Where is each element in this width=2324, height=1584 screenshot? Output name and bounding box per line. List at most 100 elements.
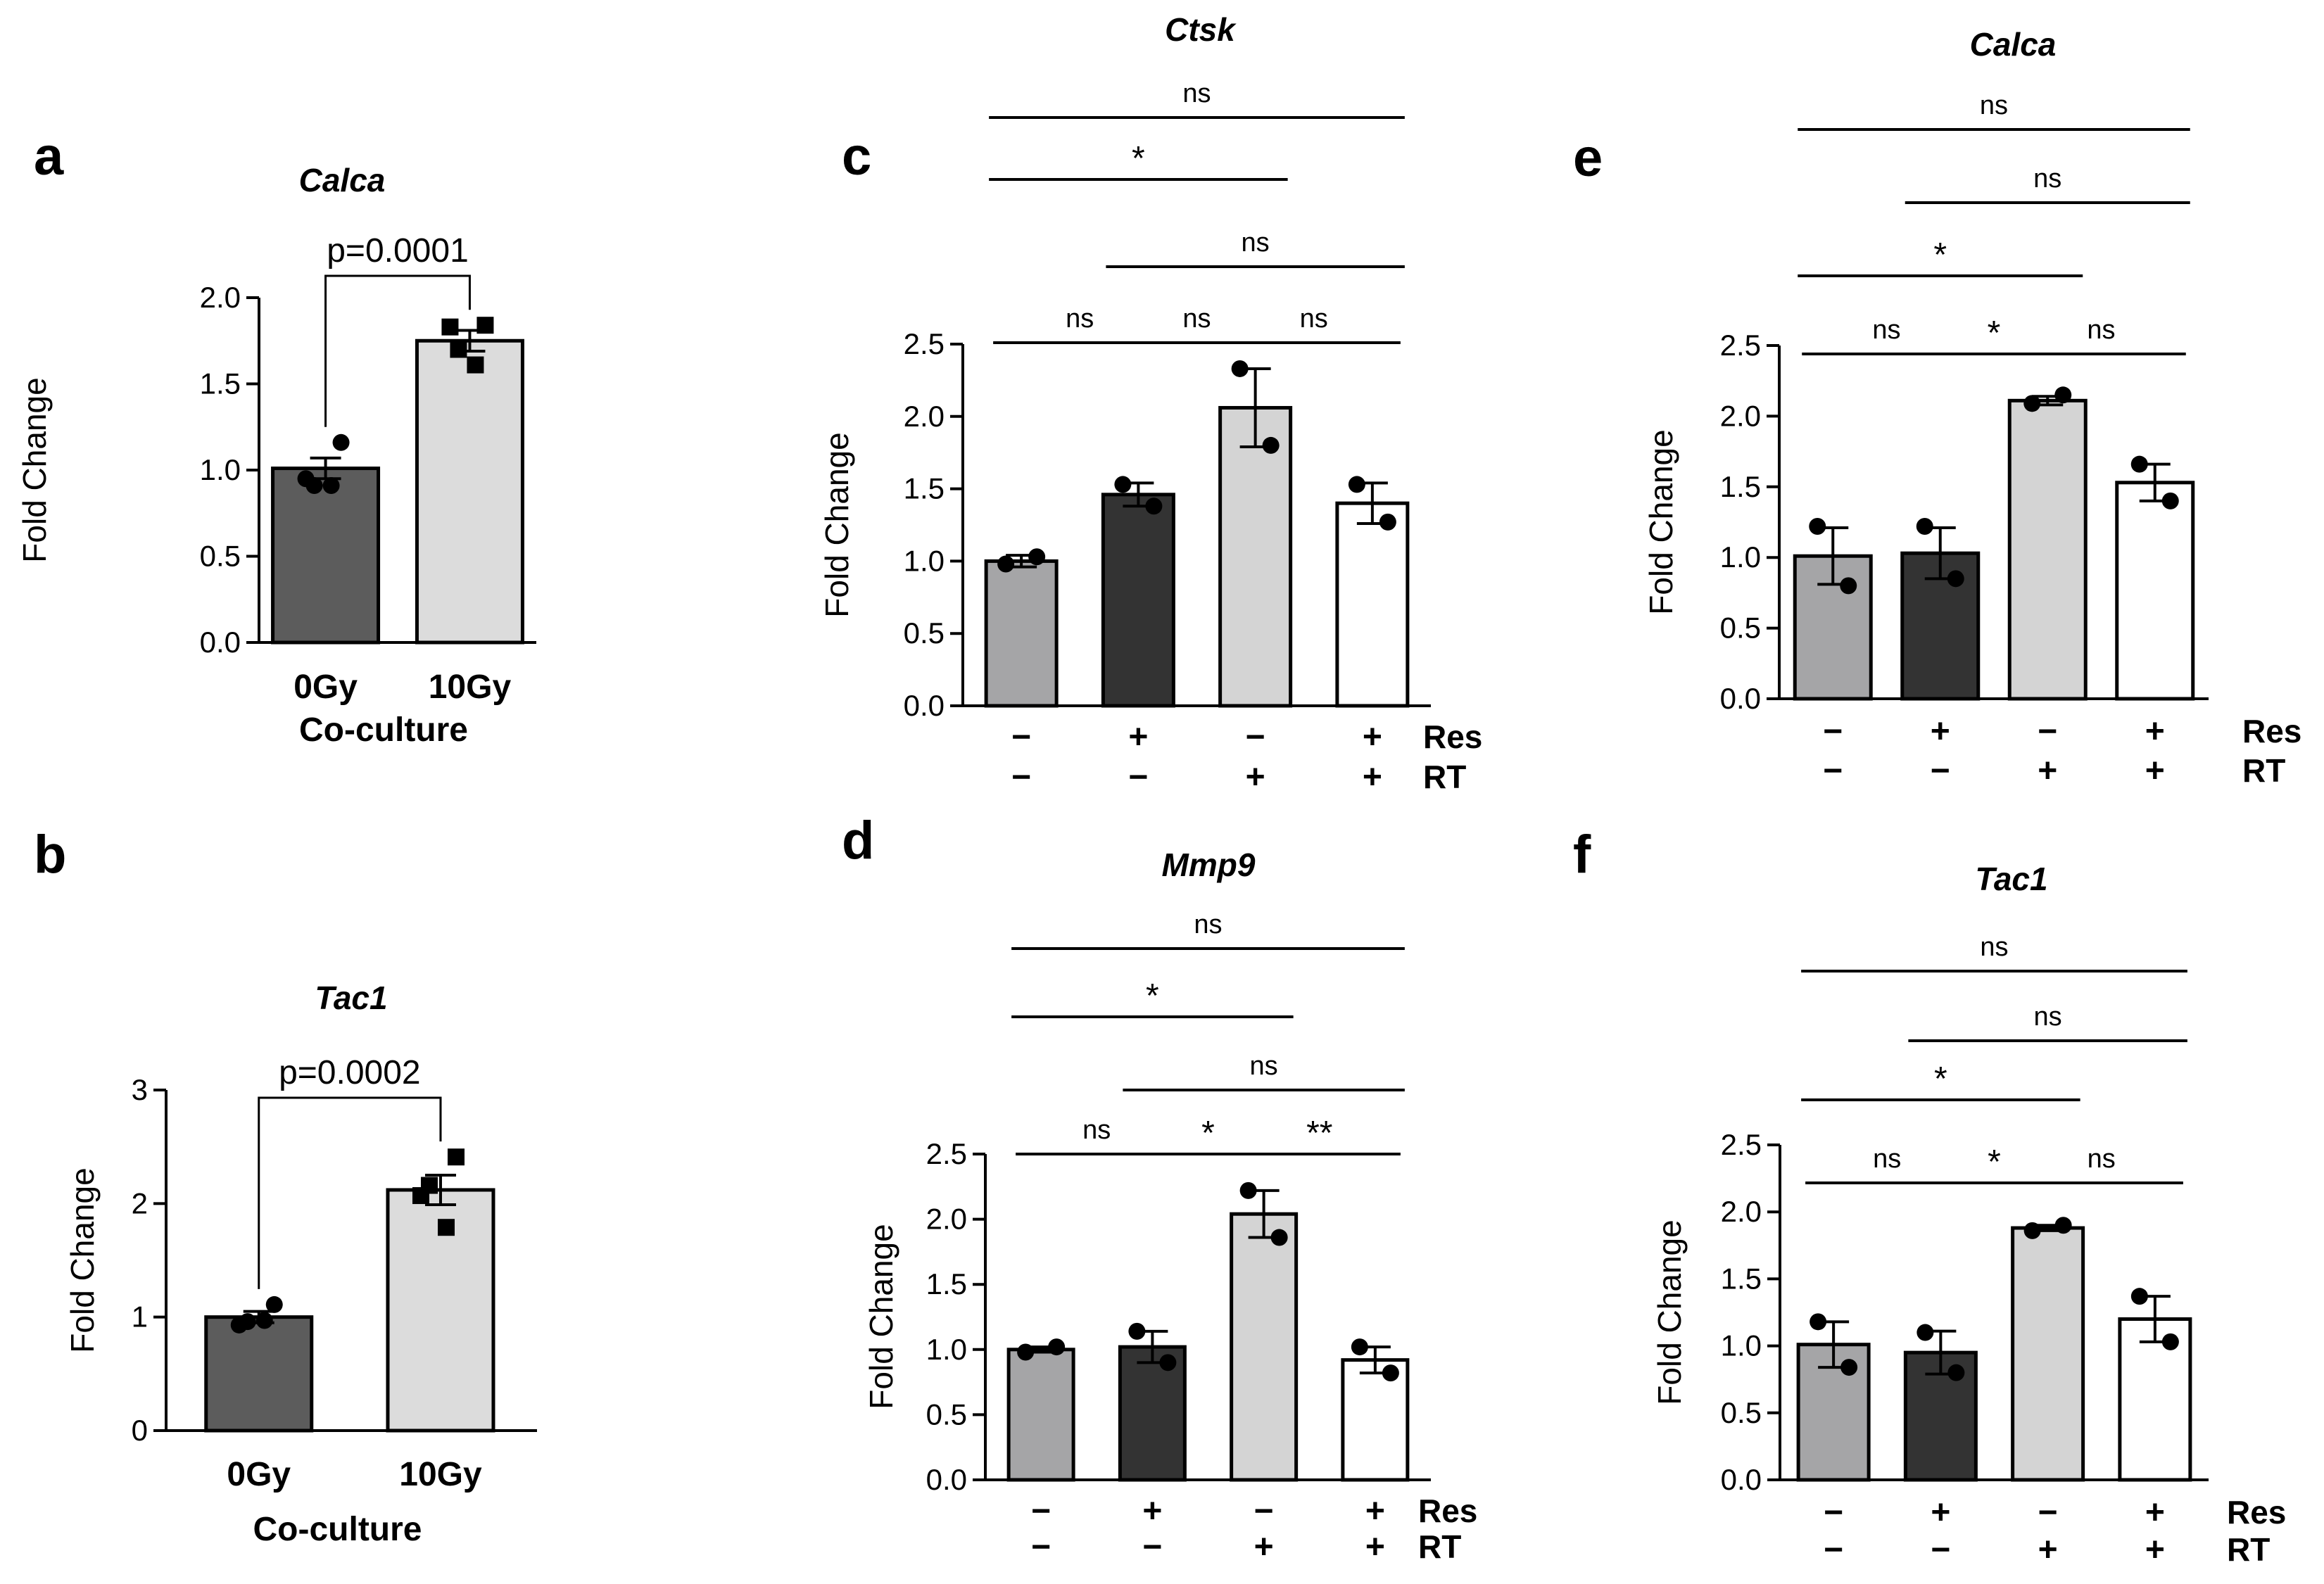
data-point bbox=[2130, 1288, 2148, 1305]
y-tick-label: 2.0 bbox=[1721, 1195, 1762, 1228]
treatment-symbol: + bbox=[1142, 1493, 1162, 1530]
significance-label: ** bbox=[1306, 1115, 1332, 1152]
significance-label: ns bbox=[2087, 315, 2115, 345]
bar bbox=[984, 559, 1059, 708]
y-tick-label: 2 bbox=[132, 1186, 148, 1219]
treatment-symbol: + bbox=[2038, 1531, 2058, 1569]
significance-label: * bbox=[1934, 1060, 1947, 1098]
treatment-symbol: + bbox=[1365, 1528, 1385, 1566]
data-point bbox=[1028, 548, 1046, 566]
treatment-symbol: + bbox=[1931, 713, 1950, 750]
treatment-symbol: − bbox=[1931, 1531, 1950, 1569]
data-point bbox=[1017, 1343, 1035, 1361]
significance-label: ns bbox=[2088, 1144, 2116, 1174]
treatment-symbol: − bbox=[1254, 1493, 1274, 1530]
treatment-row-label: RT bbox=[2242, 752, 2285, 789]
bar bbox=[1335, 501, 1410, 708]
treatment-row-label: Res bbox=[2227, 1494, 2286, 1531]
data-point bbox=[1351, 1338, 1368, 1356]
y-tick-label: 2.0 bbox=[200, 281, 241, 314]
significance-bracket bbox=[258, 1096, 442, 1289]
category-label: 10Gy bbox=[429, 669, 512, 706]
data-point bbox=[1947, 1364, 1965, 1381]
data-point bbox=[1379, 513, 1396, 531]
chart-title: Mmp9 bbox=[1162, 847, 1256, 883]
treatment-symbol: − bbox=[1031, 1528, 1051, 1566]
panel-letter: f bbox=[1573, 825, 1591, 885]
y-tick-label: 2.5 bbox=[1720, 329, 1761, 362]
data-point bbox=[1114, 476, 1132, 493]
bar bbox=[1006, 1348, 1075, 1482]
data-point bbox=[2023, 1222, 2041, 1239]
y-tick-label: 0 bbox=[132, 1414, 148, 1447]
y-axis-label: Fold Change bbox=[16, 377, 53, 562]
significance-label: ns bbox=[1872, 315, 1900, 345]
bar bbox=[2115, 481, 2195, 701]
bar bbox=[2011, 1226, 2085, 1482]
data-point bbox=[420, 1177, 438, 1194]
y-tick-label: 1.5 bbox=[926, 1267, 967, 1300]
panel-letter: e bbox=[1573, 128, 1603, 188]
y-tick-label: 0.0 bbox=[1720, 682, 1761, 715]
y-tick-label: 0.5 bbox=[1720, 612, 1761, 645]
treatment-row-label: RT bbox=[2227, 1531, 2270, 1568]
y-tick-label: 3 bbox=[132, 1073, 148, 1106]
data-point bbox=[239, 1313, 256, 1331]
treatment-symbol: + bbox=[2145, 1531, 2165, 1569]
treatment-symbol: − bbox=[1823, 713, 1843, 750]
y-tick-label: 0.0 bbox=[200, 626, 241, 659]
bar bbox=[2007, 398, 2088, 701]
treatment-symbol: − bbox=[1031, 1493, 1051, 1530]
significance-label: * bbox=[1933, 236, 1947, 274]
data-point bbox=[1840, 1359, 1858, 1376]
treatment-symbol: − bbox=[1931, 752, 1950, 790]
treatment-symbol: + bbox=[2145, 752, 2165, 790]
treatment-symbol: + bbox=[1246, 759, 1265, 796]
data-point bbox=[305, 477, 323, 495]
data-point bbox=[2023, 395, 2041, 412]
y-tick-label: 1.0 bbox=[926, 1333, 967, 1366]
y-tick-label: 0.5 bbox=[1721, 1396, 1762, 1429]
treatment-symbol: − bbox=[1011, 718, 1031, 756]
treatment-symbol: − bbox=[1246, 718, 1265, 756]
y-tick-label: 2.5 bbox=[1721, 1128, 1762, 1161]
data-point bbox=[1810, 1313, 1827, 1331]
bar bbox=[415, 338, 524, 645]
data-point bbox=[332, 433, 350, 451]
data-point bbox=[1239, 1181, 1257, 1199]
y-tick-label: 1.0 bbox=[1721, 1329, 1762, 1362]
y-axis-label: Fold Change bbox=[819, 432, 855, 617]
panel-letter: a bbox=[34, 127, 64, 186]
y-tick-label: 1.5 bbox=[200, 367, 241, 400]
y-axis-label: Fold Change bbox=[1651, 1219, 1688, 1405]
data-point bbox=[1809, 518, 1826, 536]
panel-letter: c bbox=[842, 127, 871, 186]
data-point bbox=[476, 317, 494, 334]
x-axis-label: Co-culture bbox=[299, 711, 468, 749]
y-tick-label: 0.0 bbox=[926, 1463, 967, 1496]
treatment-row-label: RT bbox=[1418, 1528, 1461, 1565]
bar bbox=[1101, 493, 1175, 708]
bar bbox=[1218, 405, 1293, 708]
treatment-symbol: − bbox=[1128, 759, 1148, 796]
panel-letter: b bbox=[34, 825, 66, 885]
treatment-symbol: + bbox=[1128, 718, 1148, 756]
bar bbox=[204, 1315, 314, 1433]
data-point bbox=[997, 555, 1015, 573]
data-point bbox=[2161, 492, 2179, 509]
significance-label: ns bbox=[1873, 1144, 1901, 1174]
significance-label: ns bbox=[2033, 164, 2061, 194]
treatment-symbol: − bbox=[1142, 1528, 1162, 1566]
y-tick-label: 0.5 bbox=[200, 540, 241, 573]
bar bbox=[1118, 1345, 1187, 1482]
category-label: 10Gy bbox=[399, 1456, 482, 1493]
chart-panel-a: a Calca 0.0 0.5 1.0 1.5 2.0 Fold Change 0Gy 10Gy C… bbox=[16, 127, 536, 749]
data-point bbox=[2161, 1333, 2179, 1350]
y-tick-label: 1.0 bbox=[1720, 540, 1761, 574]
y-tick-label: 1.0 bbox=[200, 453, 241, 486]
data-point bbox=[2054, 386, 2072, 404]
data-point bbox=[1916, 518, 1933, 536]
